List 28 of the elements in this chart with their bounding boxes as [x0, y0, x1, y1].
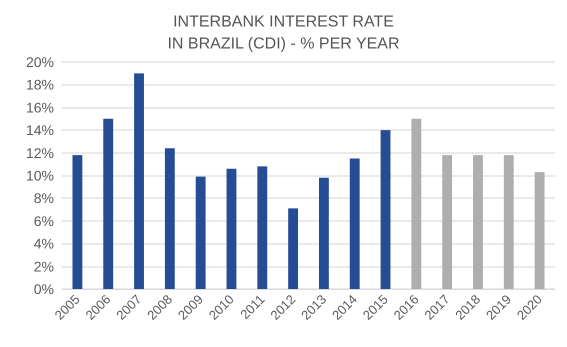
y-tick-label: 12% [26, 144, 54, 161]
bar [350, 158, 360, 289]
bar [442, 155, 452, 289]
bar [504, 155, 514, 289]
bar [380, 130, 390, 289]
y-tick-label: 14% [26, 122, 54, 138]
bar [103, 118, 114, 289]
y-tick-label: 20% [26, 54, 54, 70]
bar [164, 148, 175, 289]
y-tick-label: 18% [26, 76, 54, 93]
bar [288, 208, 298, 289]
bar [534, 172, 545, 289]
y-tick-label: 6% [34, 212, 54, 229]
y-tick-label: 0% [34, 281, 54, 297]
chart-title: INTERBANK INTEREST RATE IN BRAZIL (CDI) - % PER YEAR [167, 14, 400, 52]
y-tick-label: 16% [26, 99, 54, 116]
bar [196, 176, 206, 289]
bar [257, 166, 268, 289]
bar [411, 118, 422, 289]
y-tick-label: 8% [34, 190, 54, 206]
bar [72, 155, 82, 289]
bar [318, 178, 329, 289]
y-tick-label: 10% [26, 168, 54, 184]
y-tick-label: 2% [34, 258, 54, 274]
bar [134, 73, 144, 289]
bar [473, 155, 483, 289]
bar [226, 168, 236, 289]
y-tick-label: 4% [34, 236, 54, 252]
